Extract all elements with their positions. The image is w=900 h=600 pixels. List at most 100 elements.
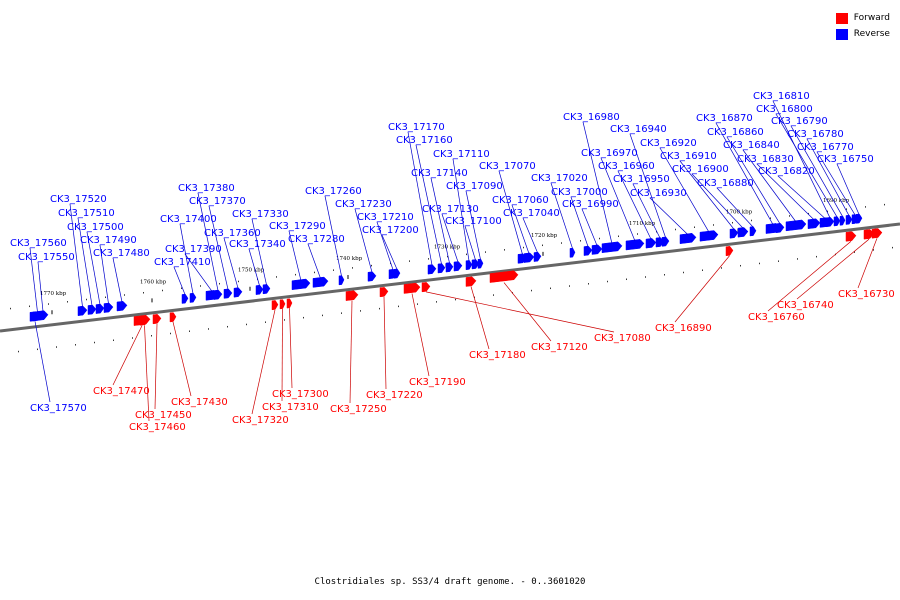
gene-arrow[interactable] bbox=[223, 288, 233, 299]
gene-arrow[interactable] bbox=[181, 293, 189, 304]
gene-label[interactable]: CK3_16940 bbox=[610, 124, 667, 135]
gene-arrow[interactable] bbox=[286, 298, 293, 309]
gene-arrow[interactable] bbox=[262, 284, 271, 295]
gene-label[interactable]: CK3_17160 bbox=[396, 135, 453, 146]
gene-label[interactable]: CK3_17310 bbox=[262, 402, 319, 413]
gene-label[interactable]: CK3_16860 bbox=[707, 127, 764, 138]
gene-label[interactable]: CK3_17370 bbox=[189, 196, 246, 207]
gene-label[interactable]: CK3_17290 bbox=[269, 221, 326, 232]
gene-label[interactable]: CK3_17400 bbox=[160, 214, 217, 225]
gene-arrow[interactable] bbox=[775, 222, 785, 234]
gene-label[interactable]: CK3_17110 bbox=[433, 149, 490, 160]
gene-arrow[interactable] bbox=[825, 217, 835, 228]
gene-label[interactable]: CK3_16930 bbox=[630, 188, 687, 199]
gene-label[interactable]: CK3_17380 bbox=[178, 183, 235, 194]
gene-arrow[interactable] bbox=[453, 261, 463, 272]
gene-arrow[interactable] bbox=[661, 236, 670, 247]
gene-label[interactable]: CK3_17410 bbox=[154, 257, 211, 268]
gene-label[interactable]: CK3_17500 bbox=[67, 222, 124, 233]
gene-label[interactable]: CK3_17120 bbox=[531, 342, 588, 353]
gene-arrow[interactable] bbox=[855, 213, 863, 224]
gene-arrow[interactable] bbox=[749, 226, 757, 237]
gene-arrow[interactable] bbox=[345, 290, 359, 301]
gene-arrow[interactable] bbox=[625, 239, 645, 251]
gene-label[interactable]: CK3_16980 bbox=[563, 112, 620, 123]
gene-label[interactable]: CK3_17550 bbox=[18, 252, 75, 263]
gene-label[interactable]: CK3_16790 bbox=[771, 116, 828, 127]
gene-label[interactable]: CK3_16820 bbox=[758, 166, 815, 177]
gene-label[interactable]: CK3_17560 bbox=[10, 238, 67, 249]
gene-arrow[interactable] bbox=[421, 282, 431, 293]
gene-arrow[interactable] bbox=[312, 276, 329, 288]
gene-label[interactable]: CK3_17040 bbox=[503, 208, 560, 219]
gene-label[interactable]: CK3_16780 bbox=[787, 129, 844, 140]
gene-arrow[interactable] bbox=[465, 260, 473, 271]
gene-arrow[interactable] bbox=[437, 263, 446, 274]
gene-arrow[interactable] bbox=[601, 241, 623, 254]
gene-label[interactable]: CK3_17000 bbox=[551, 187, 608, 198]
gene-label[interactable]: CK3_16870 bbox=[696, 113, 753, 124]
gene-label[interactable]: CK3_16990 bbox=[562, 199, 619, 210]
gene-arrow[interactable] bbox=[213, 289, 223, 300]
gene-label[interactable]: CK3_16750 bbox=[817, 154, 874, 165]
gene-label[interactable]: CK3_17320 bbox=[232, 415, 289, 426]
gene-arrow[interactable] bbox=[523, 252, 535, 263]
gene-arrow[interactable] bbox=[152, 314, 162, 325]
gene-arrow[interactable] bbox=[845, 231, 857, 242]
gene-label[interactable]: CK3_17330 bbox=[232, 209, 289, 220]
gene-label[interactable]: CK3_17080 bbox=[594, 333, 651, 344]
gene-arrow[interactable] bbox=[279, 299, 286, 310]
gene-label[interactable]: CK3_17480 bbox=[93, 248, 150, 259]
gene-label[interactable]: CK3_16770 bbox=[797, 142, 854, 153]
gene-arrow[interactable] bbox=[169, 312, 177, 323]
gene-arrow[interactable] bbox=[77, 305, 88, 316]
gene-label[interactable]: CK3_17250 bbox=[330, 404, 387, 415]
gene-arrow[interactable] bbox=[833, 216, 841, 227]
gene-label[interactable]: CK3_17390 bbox=[165, 244, 222, 255]
gene-label[interactable]: CK3_17200 bbox=[362, 225, 419, 236]
gene-arrow[interactable] bbox=[403, 282, 421, 294]
gene-arrow[interactable] bbox=[445, 262, 454, 273]
gene-label[interactable]: CK3_17190 bbox=[409, 377, 466, 388]
gene-arrow[interactable] bbox=[807, 218, 821, 229]
gene-label[interactable]: CK3_17130 bbox=[422, 204, 479, 215]
gene-arrow[interactable] bbox=[189, 292, 197, 303]
gene-arrow[interactable] bbox=[533, 251, 542, 262]
gene-label[interactable]: CK3_16880 bbox=[697, 178, 754, 189]
gene-label[interactable]: CK3_17300 bbox=[272, 389, 329, 400]
gene-label[interactable]: CK3_16830 bbox=[737, 154, 794, 165]
gene-label[interactable]: CK3_17360 bbox=[204, 228, 261, 239]
gene-arrow[interactable] bbox=[103, 302, 114, 313]
gene-label[interactable]: CK3_16840 bbox=[723, 140, 780, 151]
gene-label[interactable]: CK3_16740 bbox=[777, 300, 834, 311]
gene-label[interactable]: CK3_17510 bbox=[58, 208, 115, 219]
gene-arrow[interactable] bbox=[255, 284, 264, 295]
gene-arrow[interactable] bbox=[116, 301, 128, 312]
gene-label[interactable]: CK3_17430 bbox=[171, 397, 228, 408]
gene-arrow[interactable] bbox=[489, 270, 519, 283]
gene-label[interactable]: CK3_16810 bbox=[753, 91, 810, 102]
gene-label[interactable]: CK3_17340 bbox=[229, 239, 286, 250]
gene-label[interactable]: CK3_16730 bbox=[838, 289, 895, 300]
gene-label[interactable]: CK3_17100 bbox=[445, 216, 502, 227]
gene-label[interactable]: CK3_16920 bbox=[640, 138, 697, 149]
gene-label[interactable]: CK3_17230 bbox=[335, 199, 392, 210]
gene-label[interactable]: CK3_17460 bbox=[129, 422, 186, 433]
gene-arrow[interactable] bbox=[645, 238, 657, 249]
gene-label[interactable]: CK3_16910 bbox=[660, 151, 717, 162]
gene-arrow[interactable] bbox=[367, 271, 377, 282]
gene-arrow[interactable] bbox=[591, 244, 603, 255]
gene-arrow[interactable] bbox=[839, 215, 846, 226]
gene-label[interactable]: CK3_16760 bbox=[748, 312, 805, 323]
gene-arrow[interactable] bbox=[37, 310, 49, 321]
gene-arrow[interactable] bbox=[291, 278, 311, 290]
gene-arrow[interactable] bbox=[785, 219, 807, 232]
gene-arrow[interactable] bbox=[87, 304, 97, 315]
gene-label[interactable]: CK3_17490 bbox=[80, 235, 137, 246]
gene-arrow[interactable] bbox=[729, 228, 739, 239]
gene-label[interactable]: CK3_17180 bbox=[469, 350, 526, 361]
gene-label[interactable]: CK3_17260 bbox=[305, 186, 362, 197]
gene-arrow[interactable] bbox=[271, 300, 279, 311]
gene-label[interactable]: CK3_17140 bbox=[411, 168, 468, 179]
gene-arrow[interactable] bbox=[477, 258, 484, 269]
